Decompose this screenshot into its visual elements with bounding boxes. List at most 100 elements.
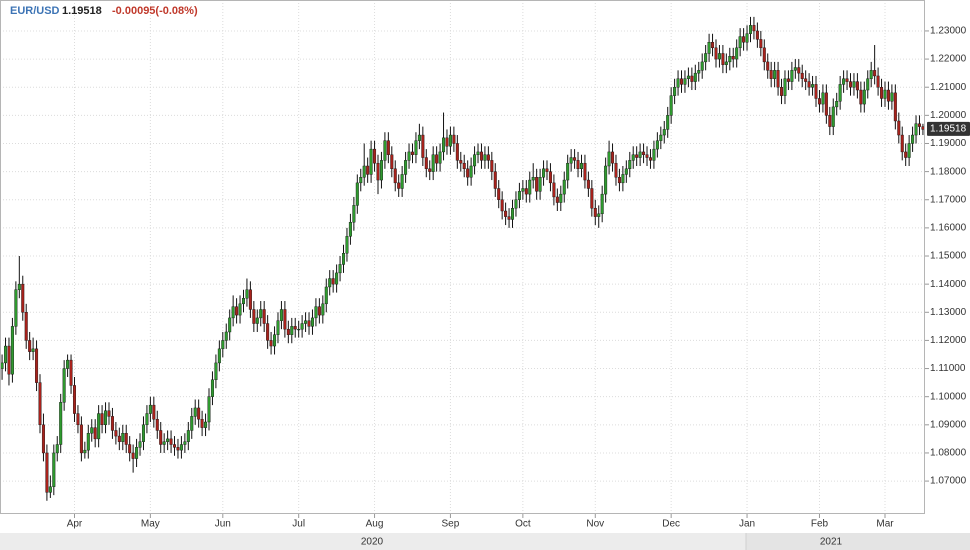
grid	[0, 0, 925, 514]
candle-body	[355, 182, 359, 206]
candle-body	[266, 323, 270, 341]
candle-body	[742, 36, 746, 43]
candle-body	[14, 289, 18, 327]
candle-body	[604, 165, 608, 195]
y-tick-label: 1.07000	[930, 476, 967, 487]
candle-body	[414, 140, 418, 155]
y-tick-label: 1.13000	[930, 307, 967, 318]
candle-body	[259, 309, 263, 319]
candle-body	[669, 95, 673, 116]
candle-body	[52, 452, 56, 487]
candle-body	[448, 134, 452, 147]
candle-body	[883, 89, 887, 99]
candle-body	[262, 309, 266, 324]
x-tick-label: Sep	[442, 519, 460, 530]
candle-body	[179, 444, 183, 451]
candle-body	[293, 326, 297, 330]
candle-body	[83, 449, 87, 454]
candle-body	[462, 162, 466, 170]
candle-body	[45, 452, 49, 493]
candle-body	[914, 123, 918, 136]
candle-body	[469, 165, 473, 178]
candle-body	[286, 328, 290, 335]
candle-body	[393, 168, 397, 184]
candle-body	[276, 320, 280, 335]
candle-body	[521, 188, 525, 192]
candle-body	[224, 331, 228, 341]
candle-body	[579, 162, 583, 170]
candle-body	[821, 92, 825, 105]
candle-body	[41, 424, 45, 454]
candle-body	[176, 447, 180, 451]
candle-body	[321, 303, 325, 316]
candle-body	[76, 413, 80, 426]
candle-body	[893, 92, 897, 122]
candle-body	[759, 39, 763, 49]
candle-body	[214, 362, 218, 381]
y-tick-label: 1.09000	[930, 419, 967, 430]
candle-body	[793, 67, 797, 71]
candle-body	[345, 236, 349, 254]
candle-body	[273, 334, 277, 347]
last-price-label: 1.19518	[930, 124, 967, 135]
candle-body	[431, 154, 435, 172]
candle-body	[366, 165, 370, 175]
candle-body	[897, 120, 901, 136]
candle-body	[128, 444, 132, 454]
candle-body	[386, 140, 390, 155]
candle-body	[38, 382, 42, 426]
candle-body	[445, 137, 449, 147]
candle-body	[466, 168, 470, 178]
candle-body	[690, 75, 694, 82]
candle-body	[917, 123, 921, 127]
y-tick-label: 1.16000	[930, 223, 967, 234]
candle-body	[48, 486, 52, 493]
candle-body	[407, 151, 411, 161]
candle-body	[755, 30, 759, 40]
candle-body	[169, 438, 173, 445]
candle-body	[562, 179, 566, 195]
candle-body	[900, 134, 904, 153]
candle-body	[724, 61, 728, 65]
candle-body	[173, 444, 177, 448]
candle-body	[707, 42, 711, 54]
candles	[0, 16, 925, 501]
candle-body	[631, 154, 635, 161]
candle-body	[155, 418, 159, 431]
candle-body	[4, 345, 8, 364]
candle-body	[400, 174, 404, 189]
candle-body	[504, 210, 508, 217]
candle-body	[766, 61, 770, 71]
x-tick-label: Jun	[215, 519, 231, 530]
candle-body	[28, 340, 32, 352]
candle-body	[773, 70, 777, 79]
candle-body	[476, 151, 480, 155]
candle-body	[307, 320, 311, 327]
candle-body	[297, 328, 301, 331]
candle-body	[800, 72, 804, 79]
candle-body	[586, 179, 590, 189]
candle-body	[507, 216, 511, 220]
candle-body	[524, 188, 528, 195]
candle-body	[455, 143, 459, 161]
candle-body	[479, 151, 483, 161]
candle-body	[621, 174, 625, 184]
candle-body	[410, 151, 414, 155]
candle-body	[693, 72, 697, 82]
candle-body	[228, 317, 232, 333]
candle-body	[911, 134, 915, 144]
candle-body	[97, 413, 101, 440]
candle-body	[538, 177, 542, 192]
candle-body	[638, 151, 642, 158]
candle-body	[66, 359, 70, 369]
candle-body	[559, 193, 563, 203]
candle-body	[483, 154, 487, 161]
candle-body	[335, 272, 339, 285]
candle-body	[490, 160, 494, 172]
candle-body	[117, 435, 121, 442]
candle-body	[583, 162, 587, 181]
candle-body	[535, 177, 539, 192]
candle-body	[804, 78, 808, 82]
candle-body	[390, 154, 394, 170]
candle-body	[159, 430, 163, 445]
